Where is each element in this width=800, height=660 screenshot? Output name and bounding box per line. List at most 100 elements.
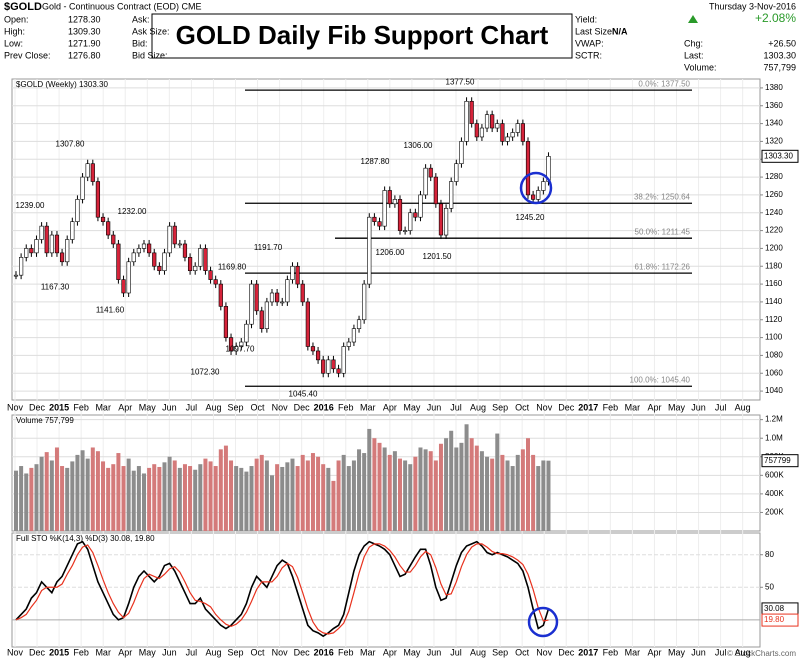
volume-bar [147, 467, 152, 531]
x-tick-label: Apr [647, 402, 661, 412]
x-tick-label: May [139, 647, 157, 657]
volume-bar [357, 449, 362, 531]
quote-value: 1278.30 [68, 14, 101, 24]
candle [172, 225, 177, 245]
x-tick-label: Nov [272, 402, 289, 412]
x-tick-label: Jul [715, 402, 727, 412]
y-tick-label: 1380 [765, 83, 783, 92]
last-box [761, 613, 799, 627]
candle [428, 167, 433, 178]
x-tick-label: Mar [95, 647, 111, 657]
x-tick-label: 2015 [49, 402, 69, 412]
volume-bar [372, 438, 377, 531]
x-tick-label: Dec [294, 647, 311, 657]
x-tick-label: Jun [691, 402, 706, 412]
quote-label: Prev Close: [4, 50, 51, 60]
candle [254, 283, 259, 312]
volume-bar [131, 470, 136, 531]
candle [505, 136, 510, 142]
volume-bar [90, 447, 95, 531]
candle [54, 234, 60, 254]
quote-label: Last: [684, 50, 704, 60]
volume-bar [382, 447, 387, 531]
description: Gold - Continuous Contract (EOD) CME [42, 1, 202, 11]
candle [449, 181, 454, 209]
x-tick-label: Apr [383, 402, 397, 412]
volume-bar [474, 445, 479, 531]
title-box [151, 13, 573, 59]
volume-bar [413, 456, 418, 531]
quote-label: Low: [4, 38, 23, 48]
candle [141, 243, 147, 249]
volume-bar [290, 458, 295, 531]
price-annotation: 1072.30 [191, 367, 220, 376]
volume-bar [341, 454, 346, 531]
volume-bar [172, 460, 177, 531]
x-tick-label: Dec [29, 402, 46, 412]
x-tick-label: Apr [118, 402, 132, 412]
quote-value: 1309.30 [68, 26, 101, 36]
volume-bar [54, 447, 59, 531]
candle [500, 123, 505, 142]
price-annotation: 1239.00 [16, 201, 45, 210]
x-tick-label: Jun [162, 402, 177, 412]
x-tick-label: Oct [251, 402, 266, 412]
x-tick-label: Feb [603, 402, 619, 412]
x-tick-label: Nov [7, 402, 24, 412]
quote-label: Volume: [684, 62, 717, 72]
price-annotation: 1141.60 [96, 306, 125, 315]
last-label: 757799 [764, 456, 791, 465]
y-tick-label: 1080 [765, 351, 783, 360]
x-tick-label: Jun [691, 647, 706, 657]
candle [326, 359, 331, 374]
volume-bar [428, 451, 433, 531]
candle [131, 252, 136, 263]
candle [121, 279, 126, 294]
quote-label: High: [4, 26, 25, 36]
x-tick-label: Feb [338, 647, 354, 657]
x-tick-label: May [139, 402, 157, 412]
x-tick-label: Mar [625, 402, 641, 412]
x-tick-label: Feb [603, 647, 619, 657]
x-tick-label: 2016 [314, 402, 334, 412]
candle [290, 265, 295, 280]
stoch-line [15, 543, 549, 635]
candle [510, 132, 515, 138]
y-tick-label: 1.2M [765, 415, 783, 424]
candle [111, 234, 116, 245]
candle [310, 346, 316, 352]
price-annotation: 1191.70 [254, 243, 283, 252]
y-tick-label: 400K [765, 489, 784, 498]
candle [59, 252, 65, 263]
quote-label: Open: [4, 14, 29, 24]
candle [65, 239, 70, 263]
candle [177, 243, 182, 246]
volume-bar [316, 456, 321, 531]
candle [208, 270, 213, 280]
x-tick-label: Sep [492, 647, 508, 657]
x-tick-label: Feb [73, 647, 89, 657]
quote-value: N/A [612, 26, 628, 36]
candle [362, 283, 367, 321]
candle [531, 194, 536, 200]
candle [469, 100, 474, 124]
volume-bar [218, 449, 223, 531]
quote-value: +26.50 [768, 38, 796, 48]
y-tick-label: 1.0M [765, 433, 783, 442]
copyright: © StockCharts.com [727, 649, 796, 658]
y-tick-label: 1140 [765, 297, 783, 306]
x-tick-label: Jun [427, 647, 442, 657]
volume-bar [541, 460, 546, 531]
x-tick-label: Sep [227, 402, 243, 412]
y-tick-label: 1060 [765, 368, 783, 377]
x-tick-label: Aug [470, 647, 486, 657]
candle [198, 248, 203, 267]
candle [300, 283, 305, 303]
candle [75, 199, 80, 222]
candle [264, 301, 269, 329]
candle [351, 328, 357, 343]
x-tick-label: Mar [360, 647, 376, 657]
y-tick-label: 1220 [765, 226, 783, 235]
x-tick-label: 2016 [314, 647, 334, 657]
